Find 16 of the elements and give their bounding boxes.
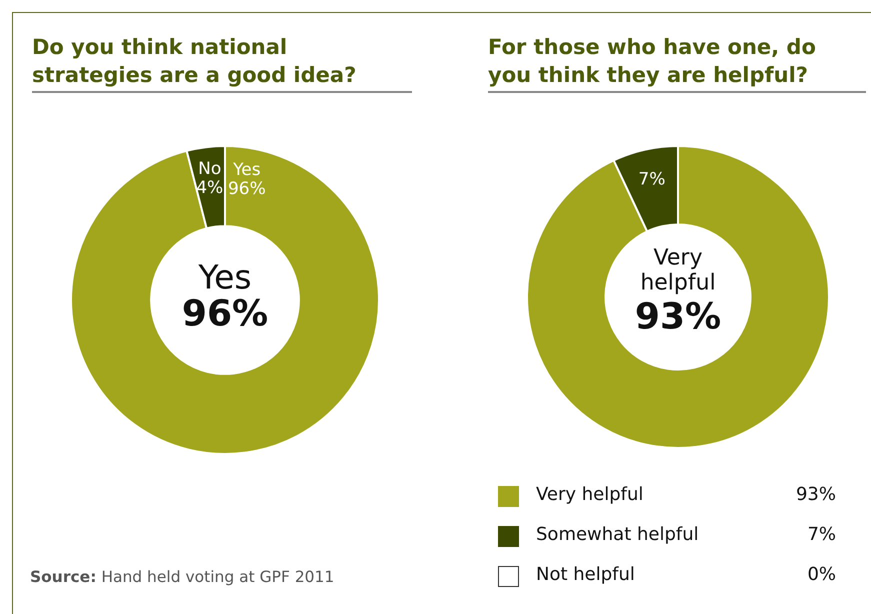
slice-label: No bbox=[198, 158, 222, 179]
data-label: 4% bbox=[196, 178, 224, 198]
chart-title: For those who have one, do you think they are helpful? bbox=[488, 33, 866, 93]
text: Very helpful 93% bbox=[634, 246, 722, 338]
data-label: 96% bbox=[228, 178, 266, 199]
legend-label: Very helpful bbox=[536, 484, 644, 505]
data-label: 7% bbox=[638, 170, 666, 190]
slice-label: Yes bbox=[232, 160, 261, 180]
legend-label: Not helpful bbox=[536, 564, 635, 585]
data-label: 93% bbox=[796, 484, 836, 505]
chart-title: Do you think national strategies are a good idea? bbox=[32, 33, 412, 93]
text: 7% bbox=[807, 524, 836, 545]
legend-label: Somewhat helpful bbox=[536, 524, 699, 545]
text: 0% bbox=[807, 564, 836, 585]
text: Yes 96% bbox=[182, 258, 268, 334]
source-note: Source: Hand held voting at GPF 2011 bbox=[30, 568, 334, 586]
